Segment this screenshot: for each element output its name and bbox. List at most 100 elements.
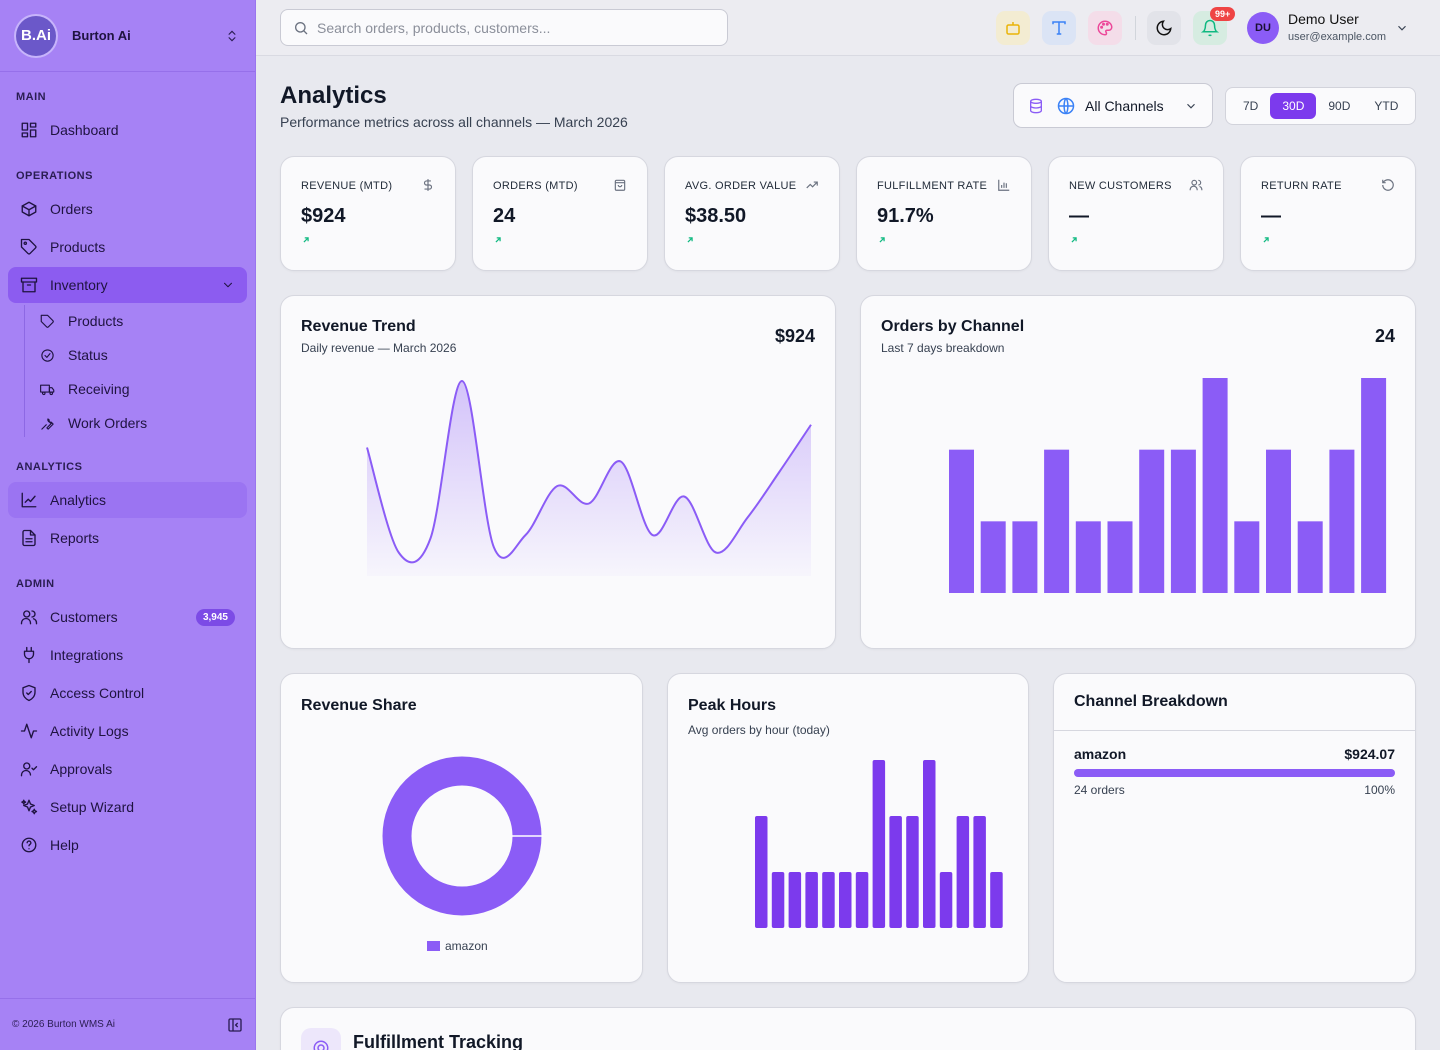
card-title: Peak Hours [688,697,777,714]
sidebar-item-access-control[interactable]: Access Control [8,675,247,711]
peak-hour-bar-4 [805,872,818,928]
trend-up-icon [495,237,501,243]
sidebar-item-label: Customers [50,609,118,625]
ai-bot-button[interactable] [996,11,1030,45]
date-range-selector: 7D 30D 90D YTD [1225,87,1416,125]
revenue-trend-chart [366,379,812,576]
sidebar-subitem-products[interactable]: Products [40,305,123,337]
card-subtitle: Daily revenue — March 2026 [301,341,457,355]
sidebar-item-activity-logs[interactable]: Activity Logs [8,713,247,749]
orders-bar-13 [1329,449,1355,593]
notifications-button[interactable]: 99+ [1193,7,1236,45]
sidebar-item-dashboard[interactable]: Dashboard [8,112,247,148]
user-name: Demo User [1288,11,1359,27]
kpi-label: AVG. ORDER VALUE [685,180,797,192]
range-30d[interactable]: 30D [1270,93,1317,119]
orders-bar-1 [949,449,974,593]
peak-hours-chart [755,760,1003,928]
kpi-value: 24 [493,205,516,227]
kpi-value: — [1261,205,1281,227]
globe-icon [1057,97,1075,114]
sidebar-item-customers[interactable]: Customers 3,945 [8,599,247,635]
sidebar-item-label: Approvals [50,761,113,777]
search-box[interactable] [280,9,728,46]
page-subtitle: Performance metrics across all channels … [280,114,628,130]
check-circle-icon [41,348,54,362]
sidebar-item-inventory[interactable]: Inventory [8,267,247,303]
sidebar-item-products[interactable]: Products [8,229,247,265]
trend-up-icon [879,237,885,243]
card-title: Fulfillment Tracking [353,1032,524,1050]
peak-hour-bar-2 [771,872,785,928]
dark-mode-toggle[interactable] [1147,11,1181,45]
channel-select[interactable]: All Channels [1013,83,1213,128]
trend-up-icon [1263,237,1269,243]
brand-switcher[interactable]: B.Ai Burton Ai [0,0,255,72]
kpi-card-revenue: REVENUE (MTD) $924 [280,156,456,271]
sidebar-item-setup-wizard[interactable]: Setup Wizard [8,789,247,825]
tag-icon [20,238,37,255]
kpi-value: $924 [301,205,346,227]
peak-hours-card: Peak Hours Avg orders by hour (today) [667,673,1029,983]
orders-bar-3 [1012,521,1038,593]
revenue-trend-card: Revenue Trend Daily revenue — March 2026… [280,295,836,649]
rotate-ccw-icon [1382,179,1394,191]
sidebar-subitem-label: Receiving [68,381,130,397]
orders-bar-5 [1075,521,1101,593]
chevron-down-icon [1187,103,1195,109]
package-icon [21,201,37,217]
divider [1054,730,1415,731]
sidebar-item-integrations[interactable]: Integrations [8,637,247,673]
sidebar-item-label: Access Control [50,685,145,701]
kpi-card-aov: AVG. ORDER VALUE $38.50 [664,156,840,271]
sidebar-collapse-icon[interactable] [227,1017,243,1033]
truck-icon [40,384,55,395]
sidebar-subitem-work-orders[interactable]: Work Orders [40,407,147,439]
section-admin: ADMIN [16,578,55,590]
bar-chart-icon [998,179,1010,191]
orders-bar-12 [1297,521,1323,593]
sidebar-subitem-receiving[interactable]: Receiving [40,373,129,405]
chart-legend: amazon [427,939,488,953]
card-title: Channel Breakdown [1074,693,1228,710]
copyright-text: © 2026 Burton WMS Ai [12,1019,115,1030]
range-90d[interactable]: 90D [1328,99,1351,113]
orders-bar-9 [1202,378,1228,593]
fulfillment-icon-box [301,1028,341,1050]
sidebar-item-analytics[interactable]: Analytics [8,482,247,518]
section-analytics: ANALYTICS [16,461,83,473]
search-input[interactable] [317,19,697,36]
kpi-card-fulfillment: FULFILLMENT RATE 91.7% [856,156,1032,271]
chevron-down-icon[interactable] [1395,21,1409,35]
card-title: Revenue Trend [301,318,416,335]
section-main: MAIN [16,91,47,103]
font-button[interactable] [1042,11,1076,45]
sidebar-item-help[interactable]: Help [8,827,247,863]
user-check-icon [20,762,38,777]
theme-palette-button[interactable] [1088,11,1122,45]
revenue-line [366,379,812,564]
peak-hour-bar-6 [839,872,852,928]
avatar[interactable]: DU [1247,12,1279,44]
sidebar-item-label: Dashboard [50,122,119,138]
sidebar-subitem-status[interactable]: Status [40,339,108,371]
orders-total: 24 [1374,326,1395,346]
layout-grid-icon [21,122,37,138]
archive-icon [20,277,38,293]
sidebar-item-orders[interactable]: Orders [8,191,247,227]
peak-hour-bar-8 [872,760,886,928]
peak-hour-bar-5 [822,872,835,928]
orders-by-channel-card: Orders by Channel Last 7 days breakdown … [860,295,1416,649]
brand-logo: B.Ai [16,15,56,56]
channel-share: 100% [1364,783,1395,797]
range-ytd[interactable]: YTD [1374,99,1399,113]
channel-select-value: All Channels [1085,97,1164,114]
topbar: 99+ DU Demo User user@example.com [256,0,1440,56]
range-7d[interactable]: 7D [1243,99,1259,113]
kpi-label: FULFILLMENT RATE [877,180,988,192]
orders-by-channel-chart [949,378,1387,593]
sidebar-item-approvals[interactable]: Approvals [8,751,247,787]
share-bar-track [1074,769,1395,777]
trending-up-icon [806,181,818,189]
sidebar-item-reports[interactable]: Reports [8,520,247,556]
